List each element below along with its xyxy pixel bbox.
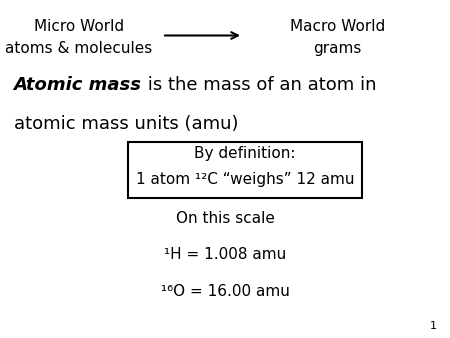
Text: 1: 1	[429, 321, 436, 331]
Text: atomic mass units (amu): atomic mass units (amu)	[14, 115, 238, 133]
Text: is the mass of an atom in: is the mass of an atom in	[141, 76, 376, 94]
Text: Macro World: Macro World	[290, 19, 385, 33]
Text: Atomic mass: Atomic mass	[14, 76, 141, 94]
Text: 1 atom ¹²C “weighs” 12 amu: 1 atom ¹²C “weighs” 12 amu	[136, 172, 355, 187]
FancyBboxPatch shape	[128, 142, 362, 198]
Text: ¹H = 1.008 amu: ¹H = 1.008 amu	[164, 247, 286, 262]
Text: atoms & molecules: atoms & molecules	[5, 41, 153, 55]
Text: On this scale: On this scale	[176, 211, 274, 226]
Text: ¹⁶O = 16.00 amu: ¹⁶O = 16.00 amu	[161, 284, 289, 299]
Text: grams: grams	[313, 41, 362, 55]
Text: By definition:: By definition:	[194, 146, 296, 161]
Text: Micro World: Micro World	[34, 19, 124, 33]
